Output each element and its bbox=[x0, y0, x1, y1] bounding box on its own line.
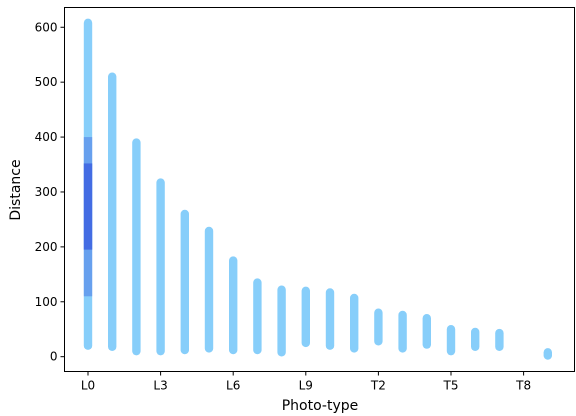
point-column-T3 bbox=[398, 310, 407, 353]
point-column-T0 bbox=[325, 288, 335, 350]
point-column-T2 bbox=[374, 308, 383, 346]
points-L2 bbox=[132, 138, 141, 356]
point-column-L7 bbox=[253, 278, 262, 355]
point-column-L0 bbox=[83, 18, 93, 350]
points-T5 bbox=[446, 325, 456, 356]
x-tick-label-T5: T5 bbox=[443, 379, 459, 393]
dense-points-L0-1 bbox=[83, 163, 93, 250]
points-L4 bbox=[180, 209, 189, 355]
x-tick-label-T2: T2 bbox=[370, 379, 386, 393]
points-L6 bbox=[229, 256, 238, 355]
y-tick-label-300: 300 bbox=[35, 185, 58, 199]
points-T1 bbox=[350, 293, 359, 353]
point-column-T7 bbox=[495, 328, 504, 351]
points-L8 bbox=[277, 285, 286, 357]
points-L9 bbox=[301, 286, 310, 348]
points-T2 bbox=[374, 308, 383, 346]
points-L5 bbox=[204, 226, 214, 353]
y-axis: 0 100 200 300 400 500 600 bbox=[35, 20, 65, 364]
point-column-T9 bbox=[543, 348, 552, 360]
x-tick-label-T8: T8 bbox=[515, 379, 531, 393]
points-T6 bbox=[471, 327, 480, 351]
point-column-L4 bbox=[180, 209, 189, 355]
y-tick-label-0: 0 bbox=[50, 350, 58, 364]
x-tick-label-L3: L3 bbox=[153, 379, 167, 393]
point-column-T5 bbox=[446, 325, 456, 356]
points-L1 bbox=[108, 72, 117, 351]
point-column-L6 bbox=[229, 256, 238, 355]
point-column-T6 bbox=[471, 327, 480, 351]
x-axis: L0 L3 L6 L9 T2 T5 T8 bbox=[81, 371, 531, 393]
axes-frame bbox=[64, 7, 575, 372]
x-axis-title: Photo-type bbox=[282, 398, 359, 414]
y-tick-label-100: 100 bbox=[35, 295, 58, 309]
point-column-L8 bbox=[277, 285, 286, 357]
points-T4 bbox=[422, 314, 431, 349]
data-points bbox=[83, 18, 552, 360]
y-tick-label-500: 500 bbox=[35, 75, 58, 89]
point-column-L3 bbox=[156, 178, 165, 356]
x-tick-label-L6: L6 bbox=[226, 379, 240, 393]
point-column-T4 bbox=[422, 314, 431, 349]
y-tick-label-600: 600 bbox=[35, 20, 58, 34]
point-column-L5 bbox=[204, 226, 214, 353]
points-T9 bbox=[543, 348, 552, 360]
point-column-T1 bbox=[350, 293, 359, 353]
points-L7 bbox=[253, 278, 262, 355]
y-tick-label-400: 400 bbox=[35, 130, 58, 144]
x-tick-label-L0: L0 bbox=[81, 379, 95, 393]
y-axis-title: Distance bbox=[8, 159, 24, 220]
points-L3 bbox=[156, 178, 165, 356]
point-column-L9 bbox=[301, 286, 310, 348]
point-column-L1 bbox=[108, 72, 117, 351]
y-tick-label-200: 200 bbox=[35, 240, 58, 254]
points-T0 bbox=[325, 288, 335, 350]
points-T7 bbox=[495, 328, 504, 351]
points-T3 bbox=[398, 310, 407, 353]
x-tick-label-L9: L9 bbox=[299, 379, 313, 393]
point-column-L2 bbox=[132, 138, 141, 356]
